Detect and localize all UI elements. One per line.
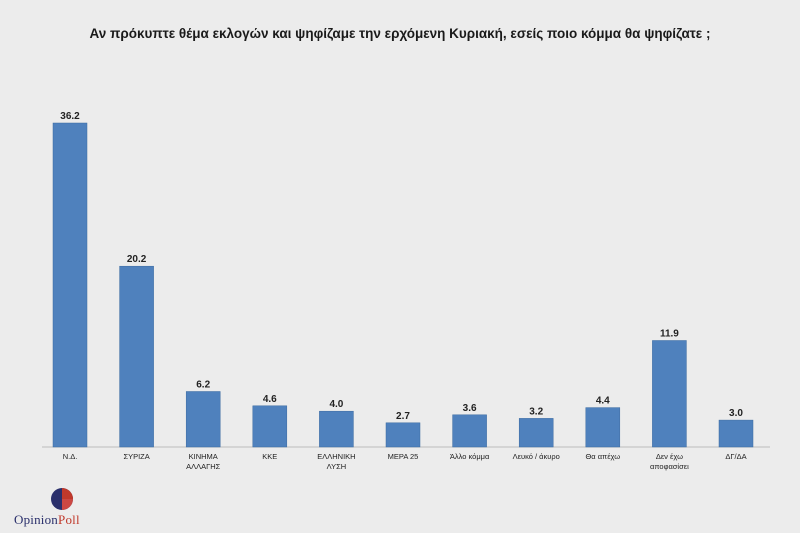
- category-label-11: ΔΓ/ΔΑ: [725, 452, 746, 461]
- bar-2: [119, 265, 154, 448]
- bar-4: [252, 405, 288, 448]
- value-label-2: 20.2: [127, 254, 147, 265]
- bar-1: [52, 122, 88, 448]
- category-label-7: Άλλο κόμμα: [450, 452, 490, 461]
- category-label-4: ΚΚΕ: [262, 452, 277, 461]
- category-label-1: Ν.Δ.: [63, 452, 78, 461]
- category-labels-group: Ν.Δ. ΣΥΡΙΖΑ ΚΙΝΗΜΑ ΑΛΛΑΓΗΣ ΚΚΕ ΕΛΛΗΝΙΚΗ ΛΥΣΗ ΜΕ…: [63, 452, 747, 471]
- value-label-5: 4.0: [329, 399, 343, 410]
- logo-text-poll: Poll: [58, 512, 80, 527]
- category-label-3: ΚΙΝΗΜΑ ΑΛΛΑΓΗΣ: [186, 452, 221, 471]
- category-label-2: ΣΥΡΙΖΑ: [123, 452, 149, 461]
- category-label-9: Θα απέχω: [585, 452, 620, 461]
- chart-title: Αν πρόκυπτε θέμα εκλογών και ψηφίζαμε τη…: [89, 26, 711, 41]
- value-label-7: 3.6: [463, 403, 477, 414]
- bar-6: [385, 422, 421, 448]
- opinion-poll-logo: OpinionPoll: [14, 486, 114, 531]
- category-label-6: ΜΕΡΑ 25: [388, 452, 419, 461]
- value-label-9: 4.4: [596, 396, 610, 407]
- logo-text-opinion: Opinion: [14, 512, 59, 527]
- value-label-11: 3.0: [729, 408, 743, 419]
- category-label-5: ΕΛΛΗΝΙΚΗ ΛΥΣΗ: [317, 452, 355, 471]
- value-label-6: 2.7: [396, 411, 410, 422]
- value-label-4: 4.6: [263, 394, 277, 405]
- bar-11: [718, 419, 754, 448]
- bar-5: [319, 410, 354, 448]
- category-label-10: Δεν έχω αποφασίσει: [650, 452, 689, 471]
- bar-3: [185, 391, 221, 448]
- value-label-1: 36.2: [60, 111, 80, 122]
- bar-8: [518, 418, 554, 448]
- value-label-3: 6.2: [196, 380, 210, 391]
- bar-10: [652, 340, 687, 448]
- value-label-10: 11.9: [660, 329, 679, 340]
- value-label-8: 3.2: [529, 406, 543, 417]
- bar-7: [452, 414, 487, 448]
- logo-circle-icon: [51, 488, 73, 510]
- logo-text: OpinionPoll: [14, 512, 80, 528]
- category-label-8: Λευκό / άκυρο: [513, 452, 560, 461]
- value-labels-group: 36.2 20.2 6.2 4.6 4.0 2.7 3.6 3.2 4.4 11.9 3.0: [60, 111, 743, 422]
- bar-9: [585, 407, 621, 448]
- bars-group: [52, 122, 754, 448]
